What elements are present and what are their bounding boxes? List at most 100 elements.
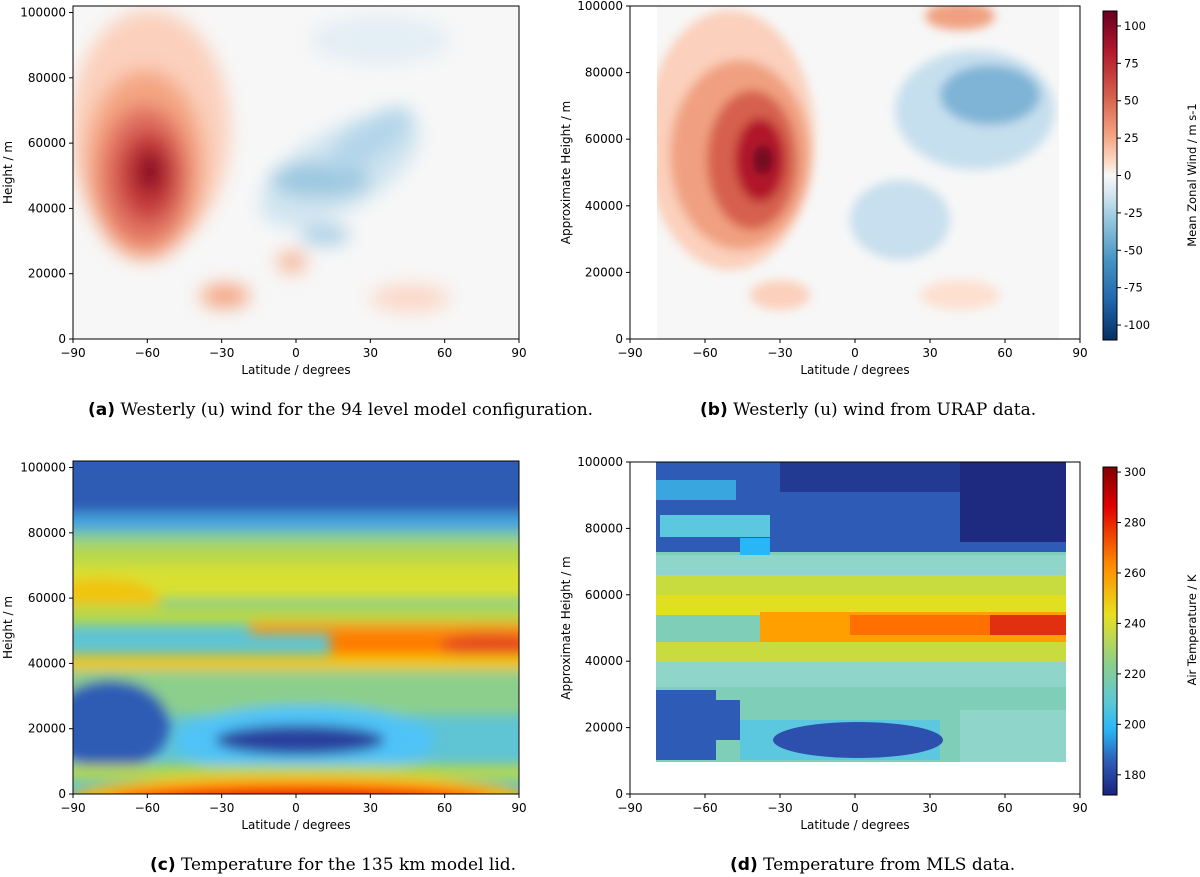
caption-d: (d) Temperature from MLS data. bbox=[730, 855, 1015, 875]
x-tick-label: −60 bbox=[692, 801, 717, 815]
axes-layer: −90 −60 −30 0 30 60 90020000400006000080000100… bbox=[1, 0, 1088, 832]
y-axis-label: Approximate Height / m bbox=[559, 101, 573, 245]
y-tick-label: 100000 bbox=[577, 0, 623, 13]
y-tick-label: 60000 bbox=[585, 132, 623, 146]
x-tick-label: −60 bbox=[692, 346, 717, 360]
x-tick-label: 30 bbox=[363, 801, 378, 815]
y-tick-label: 40000 bbox=[585, 654, 623, 668]
x-tick-label: 30 bbox=[922, 346, 937, 360]
x-tick-label: 30 bbox=[922, 801, 937, 815]
x-tick-label: 90 bbox=[1072, 801, 1087, 815]
colorbar-tick-label: 100 bbox=[1124, 19, 1146, 33]
panel-b-plot bbox=[657, 6, 1059, 339]
x-tick-label: −60 bbox=[135, 346, 160, 360]
x-tick-label: 60 bbox=[437, 801, 452, 815]
panel-b-axes: −90 −60 −30 0 30 60 90 0 20000 40000 60000 80000 100… bbox=[559, 0, 1088, 377]
panel-c-axes: −90 −60 −30 0 30 60 90 0 20000 40000 60000 80000 100… bbox=[1, 461, 527, 832]
colorbar-wind-ticks: 100 75 50 25 0 -25 -50 -75 -100 bbox=[1117, 19, 1150, 332]
x-tick-label: −60 bbox=[135, 801, 160, 815]
panel-c-plot bbox=[72, 460, 520, 795]
caption-a-letter: (a) bbox=[88, 400, 116, 420]
y-tick-label: 60000 bbox=[28, 591, 66, 605]
x-tick-label: 60 bbox=[997, 346, 1012, 360]
y-tick-label: 0 bbox=[615, 787, 623, 801]
x-tick-label: −90 bbox=[617, 801, 642, 815]
x-tick-label: −30 bbox=[209, 346, 234, 360]
x-tick-label: 90 bbox=[1072, 346, 1087, 360]
panel-d-axes: −90 −60 −30 0 30 60 90 0 20000 40000 60000 80000 100… bbox=[559, 455, 1088, 832]
colorbar-tick-label: 280 bbox=[1124, 516, 1146, 530]
y-tick-label: 60000 bbox=[28, 136, 66, 150]
colorbar-tick-label: -75 bbox=[1124, 281, 1143, 295]
x-tick-label: −30 bbox=[767, 346, 792, 360]
panel-b-field bbox=[657, 6, 1055, 310]
colorbar-tick-label: 240 bbox=[1124, 616, 1146, 630]
y-tick-label: 20000 bbox=[28, 722, 66, 736]
y-tick-label: 0 bbox=[58, 332, 66, 346]
x-tick-label: −90 bbox=[60, 801, 85, 815]
caption-b: (b) Westerly (u) wind from URAP data. bbox=[700, 400, 1036, 420]
colorbar-tick-label: 180 bbox=[1124, 768, 1146, 782]
y-axis-label: Approximate Height / m bbox=[559, 556, 573, 700]
y-tick-label: 60000 bbox=[585, 588, 623, 602]
x-tick-label: 90 bbox=[511, 801, 526, 815]
y-tick-label: 40000 bbox=[28, 656, 66, 670]
y-axis-label: Height / m bbox=[1, 596, 15, 659]
y-tick-label: 20000 bbox=[28, 267, 66, 281]
colorbar-wind: 100 75 50 25 0 -25 -50 -75 -100 Mean Zonal Wind … bbox=[1102, 10, 1199, 341]
colorbar-temperature-label: Air Temperature / K bbox=[1185, 574, 1199, 685]
y-tick-label: 40000 bbox=[585, 199, 623, 213]
x-tick-label: 30 bbox=[363, 346, 378, 360]
y-tick-label: 40000 bbox=[28, 201, 66, 215]
y-tick-label: 100000 bbox=[20, 6, 66, 20]
caption-a: (a) Westerly (u) wind for the 94 level m… bbox=[88, 400, 593, 420]
y-tick-label: 100000 bbox=[20, 461, 66, 475]
caption-d-letter: (d) bbox=[730, 855, 758, 875]
colorbar-tick-label: 220 bbox=[1124, 667, 1146, 681]
colorbar-tick-label: 50 bbox=[1124, 94, 1139, 108]
y-tick-label: 0 bbox=[615, 332, 623, 346]
colorbar-tick-label: -50 bbox=[1124, 243, 1143, 257]
colorbar-temperature-bar bbox=[1102, 466, 1118, 796]
x-axis-label: Latitude / degrees bbox=[800, 363, 909, 377]
panel-d-plot bbox=[656, 462, 1066, 762]
x-tick-label: 90 bbox=[511, 346, 526, 360]
x-tick-label: 0 bbox=[851, 346, 859, 360]
x-tick-label: −30 bbox=[767, 801, 792, 815]
x-tick-label: −90 bbox=[617, 346, 642, 360]
colorbar-temperature-ticks: 300 280 260 240 220 200 180 bbox=[1117, 465, 1146, 782]
panel-a-axes: −90 −60 −30 0 30 60 90 0 20000 40000 60000 80000 100… bbox=[1, 6, 527, 377]
caption-b-letter: (b) bbox=[700, 400, 728, 420]
colorbar-tick-label: 25 bbox=[1124, 131, 1139, 145]
y-tick-label: 0 bbox=[58, 787, 66, 801]
panel-a-plot bbox=[72, 5, 520, 340]
y-tick-label: 80000 bbox=[585, 521, 623, 535]
x-axis-label: Latitude / degrees bbox=[241, 818, 350, 832]
colorbar-tick-label: 75 bbox=[1124, 56, 1139, 70]
x-tick-label: 0 bbox=[292, 801, 300, 815]
caption-c-letter: (c) bbox=[150, 855, 176, 875]
y-tick-label: 80000 bbox=[28, 526, 66, 540]
colorbar-tick-label: 260 bbox=[1124, 566, 1146, 580]
colorbar-tick-label: 200 bbox=[1124, 717, 1146, 731]
x-tick-label: −30 bbox=[209, 801, 234, 815]
colorbar-wind-label: Mean Zonal Wind / m s-1 bbox=[1185, 103, 1199, 247]
x-tick-label: 60 bbox=[437, 346, 452, 360]
caption-a-text: Westerly (u) wind for the 94 level model… bbox=[115, 400, 594, 420]
x-tick-label: 0 bbox=[851, 801, 859, 815]
panel-a-field bbox=[73, 10, 450, 312]
x-axis-label: Latitude / degrees bbox=[800, 818, 909, 832]
x-tick-label: −90 bbox=[60, 346, 85, 360]
x-tick-label: 60 bbox=[997, 801, 1012, 815]
x-tick-label: 0 bbox=[292, 346, 300, 360]
y-tick-label: 20000 bbox=[585, 265, 623, 279]
caption-c: (c) Temperature for the 135 km model lid… bbox=[150, 855, 516, 875]
colorbar-tick-label: 300 bbox=[1124, 465, 1146, 479]
y-tick-label: 100000 bbox=[577, 455, 623, 469]
y-tick-label: 20000 bbox=[585, 721, 623, 735]
panel-c-field bbox=[73, 461, 519, 794]
x-axis-label: Latitude / degrees bbox=[241, 363, 350, 377]
colorbar-wind-bar bbox=[1102, 10, 1118, 341]
colorbar-temperature: 300 280 260 240 220 200 180 Air Temperature / … bbox=[1102, 465, 1199, 796]
